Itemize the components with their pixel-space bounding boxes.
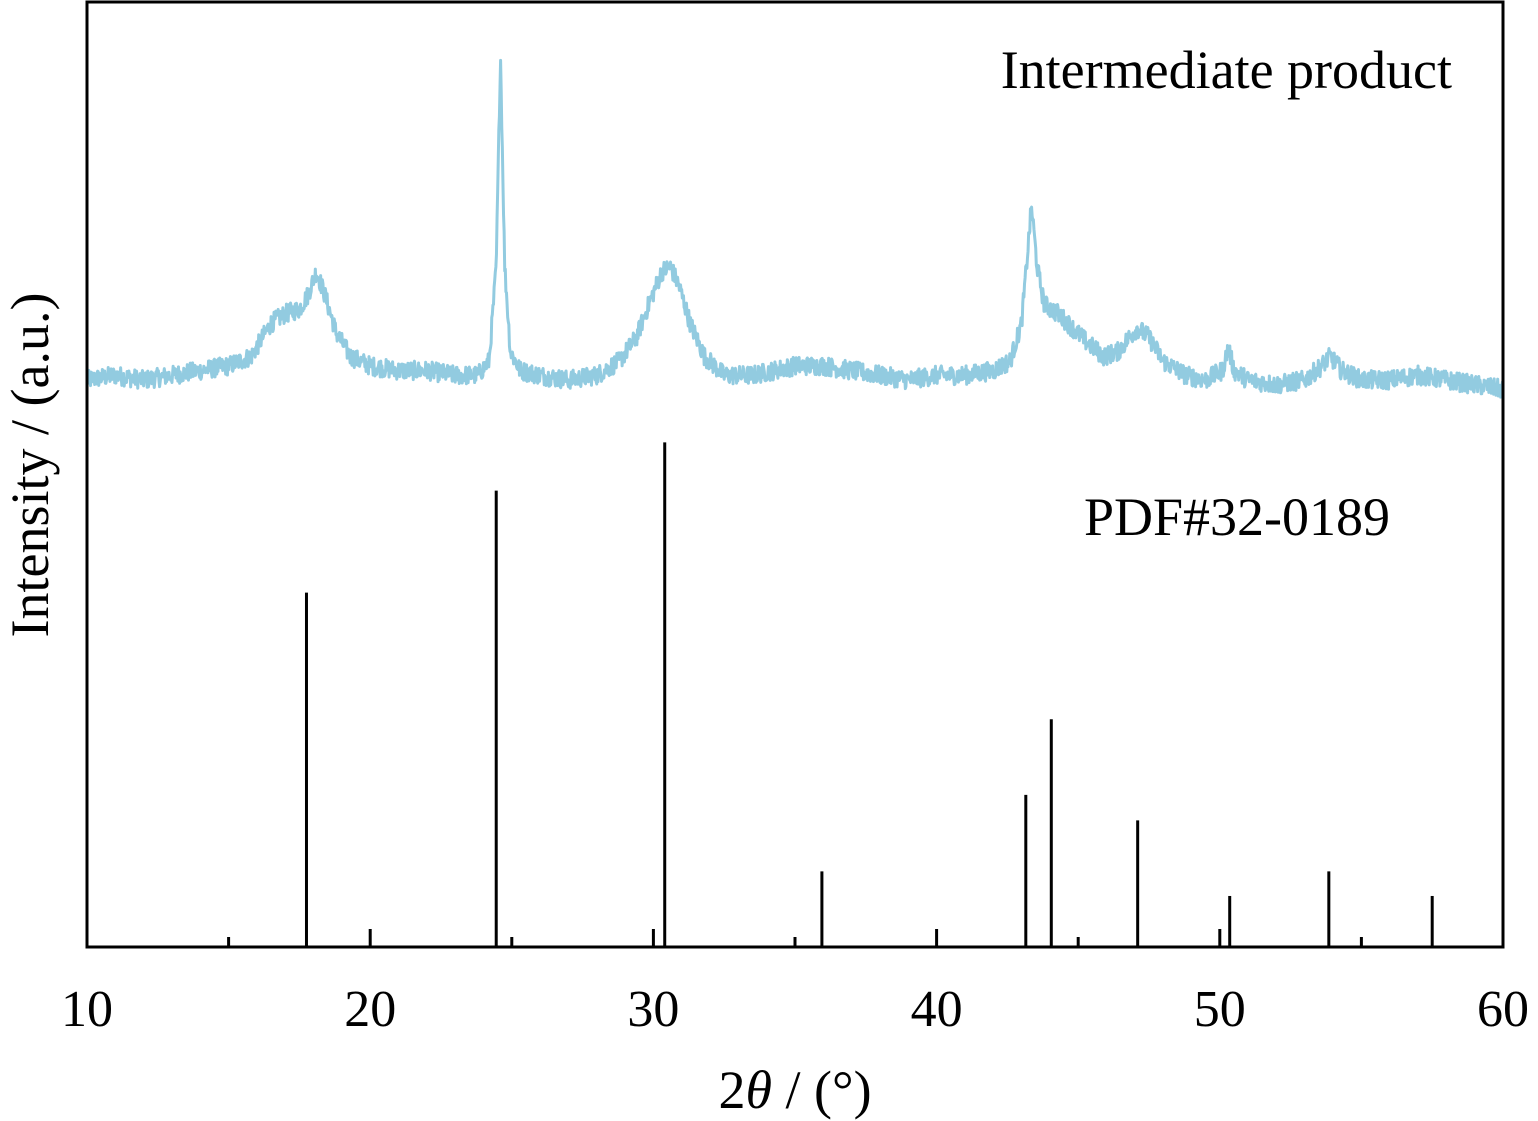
x-tick-label-30: 30 (627, 981, 679, 1038)
x-axis-title-theta: θ (745, 1060, 772, 1120)
x-axis-ticks (227, 929, 1363, 947)
plot-frame (85, 0, 1505, 949)
plot-layer (85, 58, 1505, 947)
x-tick-label-40: 40 (911, 981, 963, 1038)
x-tick-label-10: 10 (61, 981, 113, 1038)
x-axis-title: 2θ / (°) (718, 1060, 871, 1120)
annotation-intermediate-product: Intermediate product (1001, 40, 1452, 100)
x-axis-title-number: 2 (718, 1060, 745, 1120)
x-axis-tick-labels: 10 20 30 40 50 60 (61, 981, 1529, 1038)
annotation-pdf-card: PDF#32-0189 (1084, 487, 1390, 547)
y-axis-title: Intensity / (a.u.) (0, 293, 60, 638)
x-tick-label-50: 50 (1194, 981, 1246, 1038)
x-axis-title-unit: / (°) (772, 1060, 872, 1120)
series-intermediate-product-line (85, 58, 1505, 399)
x-tick-label-20: 20 (344, 981, 396, 1038)
x-tick-label-60: 60 (1477, 981, 1529, 1038)
